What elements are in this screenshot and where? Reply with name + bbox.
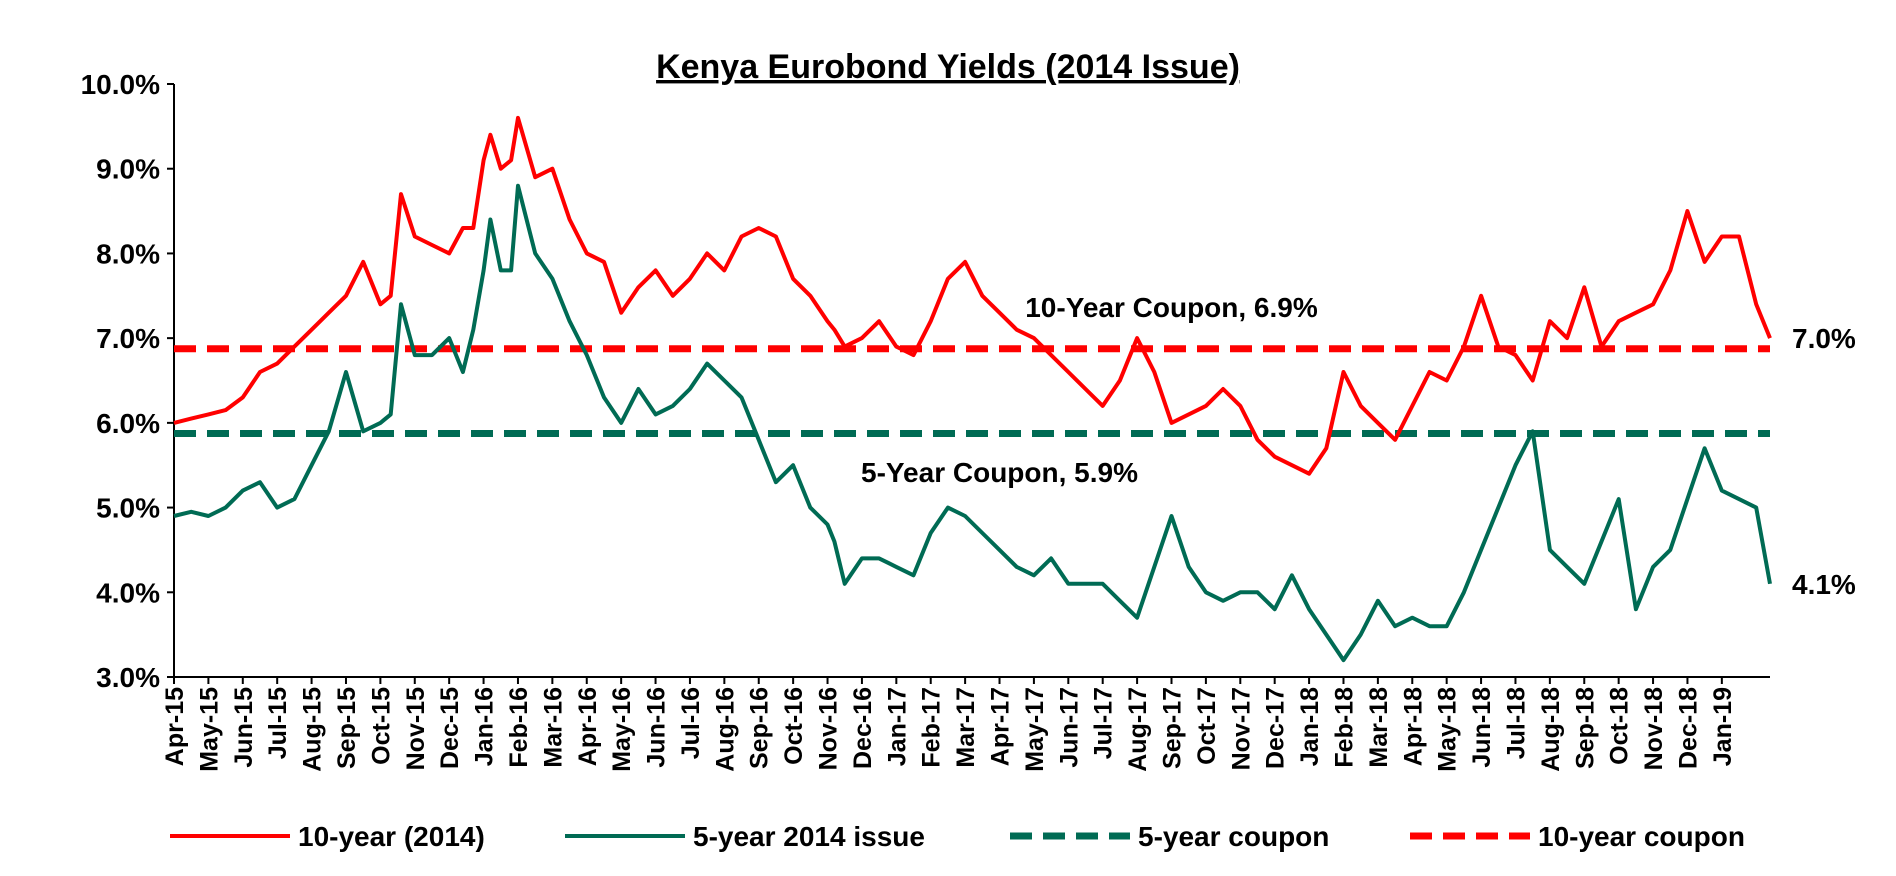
x-tick-label: Jan-19 (1709, 687, 1737, 766)
y-tick-label: 5.0% (96, 493, 160, 524)
x-tick-label: May-17 (1021, 687, 1049, 772)
x-tick-label: Feb-16 (505, 687, 533, 768)
x-tick-label: Sep-17 (1159, 687, 1187, 769)
x-tick-label: Oct-16 (780, 687, 808, 765)
x-tick-label: Aug-15 (299, 687, 327, 772)
x-tick-label: Feb-17 (918, 687, 946, 768)
y-tick-label: 8.0% (96, 238, 160, 269)
x-tick-label: Dec-15 (436, 687, 464, 769)
x-tick-label: May-16 (608, 687, 636, 772)
x-tick-label: May-18 (1434, 687, 1462, 772)
x-tick-label: Aug-17 (1124, 687, 1152, 772)
series-line-10-year-2014- (173, 115, 1772, 476)
x-tick-label: Apr-16 (574, 687, 602, 766)
x-tick-label: Nov-16 (815, 687, 843, 770)
series-layer (173, 115, 1772, 663)
annotation-coupon10: 10-Year Coupon, 6.9% (1025, 292, 1318, 323)
legend-item: 10-year coupon (1410, 821, 1745, 852)
y-tick-label: 9.0% (96, 154, 160, 185)
legend: 10-year (2014) 5-year 2014 issue 5-year co… (170, 821, 1745, 852)
annotation-coupon5: 5-Year Coupon, 5.9% (861, 457, 1138, 488)
annotation-end5: 4.1% (1792, 569, 1856, 600)
x-tick-label: Jun-16 (643, 687, 671, 768)
x-tick-label: Sep-15 (333, 687, 361, 769)
x-tick-label: Nov-18 (1640, 687, 1668, 770)
legend-label: 5-year 2014 issue (693, 821, 925, 852)
x-tick-label: Mar-17 (952, 687, 980, 768)
x-tick-label: Oct-18 (1606, 687, 1634, 765)
y-axis: 3.0% 4.0% 5.0% 6.0% 7.0% 8.0% 9.0% 10.0% (81, 69, 175, 693)
x-tick-label: Jan-16 (471, 687, 499, 766)
legend-label: 10-year coupon (1538, 821, 1745, 852)
x-tick-label: Oct-17 (1193, 687, 1221, 765)
x-tick-label: Aug-18 (1537, 687, 1565, 772)
legend-item: 5-year coupon (1010, 821, 1329, 852)
x-tick-label: May-15 (195, 687, 223, 772)
x-tick-label: Aug-16 (711, 687, 739, 772)
annotations: 10-Year Coupon, 6.9% 5-Year Coupon, 5.9% 7… (861, 292, 1856, 600)
x-tick-label: Apr-18 (1399, 687, 1427, 766)
x-tick-label: Jan-18 (1296, 687, 1324, 766)
x-tick-label: Dec-17 (1262, 687, 1290, 769)
chart-title: Kenya Eurobond Yields (2014 Issue) (656, 48, 1240, 86)
annotation-end10: 7.0% (1792, 323, 1856, 354)
x-tick-label: Jan-17 (883, 687, 911, 766)
x-tick-label: Nov-17 (1227, 687, 1255, 770)
x-tick-label: Jun-17 (1055, 687, 1083, 768)
y-tick-label: 10.0% (81, 69, 160, 100)
y-tick-label: 7.0% (96, 323, 160, 354)
x-tick-label: Oct-15 (367, 687, 395, 765)
x-tick-label: Nov-15 (402, 687, 430, 770)
x-tick-label: Jun-15 (230, 687, 258, 768)
x-tick-label: Jul-17 (1090, 687, 1118, 759)
x-tick-label: Jun-18 (1468, 687, 1496, 768)
x-axis: Apr-15 May-15 Jun-15 Jul-15 Aug-15 Sep-15 Oct-… (161, 676, 1770, 772)
x-tick-label: Apr-17 (987, 687, 1015, 766)
legend-item: 5-year 2014 issue (565, 821, 925, 852)
x-tick-label: Mar-16 (539, 687, 567, 768)
x-tick-label: Dec-16 (849, 687, 877, 769)
y-tick-label: 6.0% (96, 408, 160, 439)
legend-item: 10-year (2014) (170, 821, 485, 852)
y-tick-label: 4.0% (96, 577, 160, 608)
x-tick-label: Jul-18 (1502, 687, 1530, 759)
legend-label: 10-year (2014) (298, 821, 485, 852)
x-tick-label: Jul-16 (677, 687, 705, 759)
x-tick-label: Jul-15 (264, 687, 292, 759)
y-tick-label: 3.0% (96, 662, 160, 693)
x-tick-label: Sep-18 (1571, 687, 1599, 769)
x-tick-label: Sep-16 (746, 687, 774, 769)
x-tick-label: Feb-18 (1330, 687, 1358, 768)
x-tick-label: Dec-18 (1674, 687, 1702, 769)
legend-label: 5-year coupon (1138, 821, 1329, 852)
x-tick-label: Apr-15 (161, 687, 189, 766)
x-tick-label: Mar-18 (1365, 687, 1393, 768)
series-line-5-year-2014-issue (173, 183, 1772, 663)
